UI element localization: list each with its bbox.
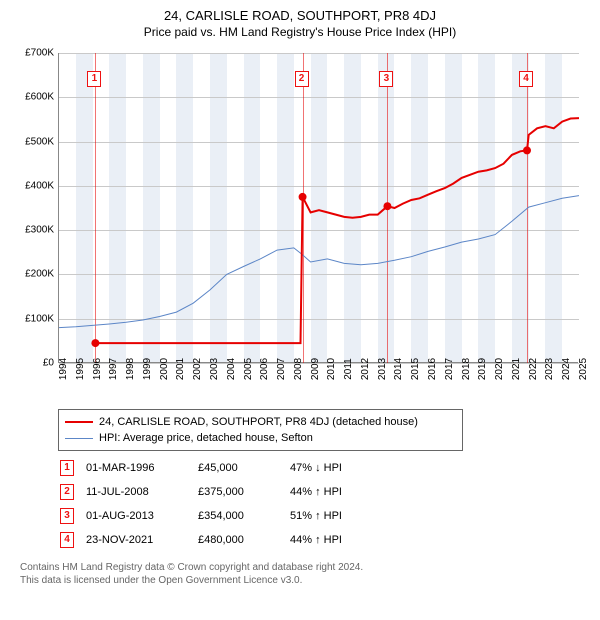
sale-dot <box>91 339 99 347</box>
footer-line1: Contains HM Land Registry data © Crown c… <box>20 561 590 574</box>
event-date: 23-NOV-2021 <box>86 529 196 551</box>
y-tick-label: £300K <box>10 225 54 236</box>
y-tick-label: £600K <box>10 92 54 103</box>
event-delta: 51% ↑ HPI <box>290 505 352 527</box>
y-tick-label: £100K <box>10 313 54 324</box>
event-date: 01-MAR-1996 <box>86 457 196 479</box>
event-price: £480,000 <box>198 529 288 551</box>
event-row: 1 01-MAR-1996£45,00047% ↓ HPI <box>60 457 352 479</box>
footer: Contains HM Land Registry data © Crown c… <box>20 561 590 587</box>
event-price: £375,000 <box>198 481 288 503</box>
legend-row-subject: 24, CARLISLE ROAD, SOUTHPORT, PR8 4DJ (d… <box>65 414 456 430</box>
event-row: 2 11-JUL-2008£375,00044% ↑ HPI <box>60 481 352 503</box>
marker-box: 3 <box>379 71 393 87</box>
plot-svg <box>59 53 579 363</box>
sale-dot <box>299 193 307 201</box>
event-date: 01-AUG-2013 <box>86 505 196 527</box>
event-date: 11-JUL-2008 <box>86 481 196 503</box>
event-delta: 47% ↓ HPI <box>290 457 352 479</box>
legend-label-subject: 24, CARLISLE ROAD, SOUTHPORT, PR8 4DJ (d… <box>99 416 418 428</box>
event-delta: 44% ↑ HPI <box>290 481 352 503</box>
sale-dot <box>383 202 391 210</box>
marker-box: 4 <box>519 71 533 87</box>
event-row: 4 23-NOV-2021£480,00044% ↑ HPI <box>60 529 352 551</box>
chart-container: 24, CARLISLE ROAD, SOUTHPORT, PR8 4DJ Pr… <box>0 0 600 593</box>
marker-box: 1 <box>87 71 101 87</box>
footer-line2: This data is licensed under the Open Gov… <box>20 574 590 587</box>
legend-label-hpi: HPI: Average price, detached house, Seft… <box>99 432 313 444</box>
y-tick-label: £200K <box>10 269 54 280</box>
event-marker: 4 <box>60 532 74 548</box>
event-price: £354,000 <box>198 505 288 527</box>
title-sub: Price paid vs. HM Land Registry's House … <box>10 25 590 39</box>
y-tick-label: £500K <box>10 136 54 147</box>
series-line <box>59 196 579 328</box>
y-tick-label: £400K <box>10 180 54 191</box>
sale-dot <box>523 146 531 154</box>
event-delta: 44% ↑ HPI <box>290 529 352 551</box>
legend-row-hpi: HPI: Average price, detached house, Seft… <box>65 430 456 446</box>
event-marker: 2 <box>60 484 74 500</box>
event-price: £45,000 <box>198 457 288 479</box>
plot-region <box>58 53 578 363</box>
event-marker: 1 <box>60 460 74 476</box>
legend-swatch-subject <box>65 421 93 423</box>
event-row: 3 01-AUG-2013£354,00051% ↑ HPI <box>60 505 352 527</box>
x-tick-label: 2025 <box>578 358 600 380</box>
series-line <box>95 118 579 343</box>
title-block: 24, CARLISLE ROAD, SOUTHPORT, PR8 4DJ Pr… <box>10 8 590 39</box>
marker-box: 2 <box>295 71 309 87</box>
events-table: 1 01-MAR-1996£45,00047% ↓ HPI 2 11-JUL-2008… <box>58 455 354 553</box>
legend: 24, CARLISLE ROAD, SOUTHPORT, PR8 4DJ (d… <box>58 409 463 451</box>
title-main: 24, CARLISLE ROAD, SOUTHPORT, PR8 4DJ <box>10 8 590 23</box>
legend-swatch-hpi <box>65 438 93 439</box>
y-tick-label: £700K <box>10 48 54 59</box>
y-tick-label: £0 <box>10 358 54 369</box>
chart-area: £0£100K£200K£300K£400K£500K£600K£700K 19… <box>10 43 590 403</box>
event-marker: 3 <box>60 508 74 524</box>
